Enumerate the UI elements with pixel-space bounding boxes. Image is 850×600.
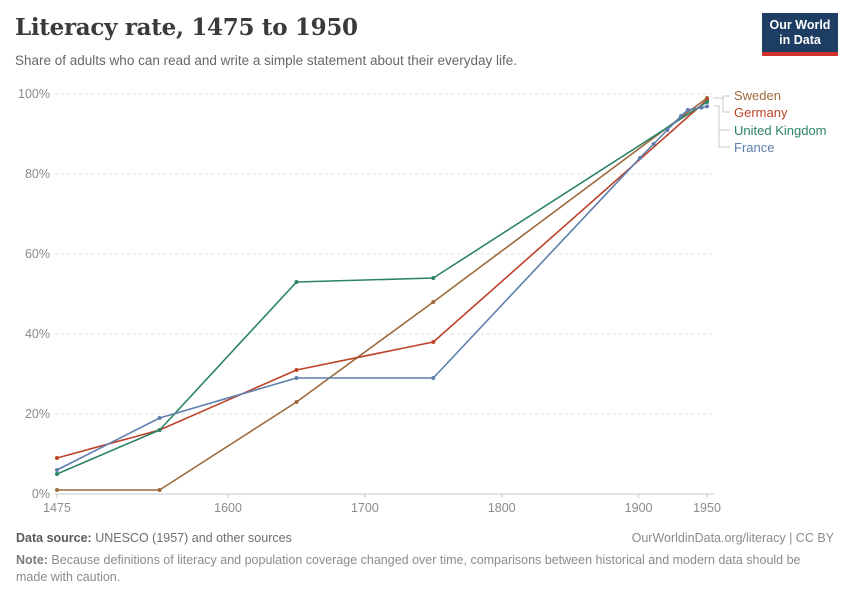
legend-item-france[interactable]: France: [734, 140, 775, 155]
legend-connector: [718, 130, 730, 148]
data-point-france: [705, 104, 709, 109]
data-point-france: [685, 108, 690, 112]
data-point-sweden: [55, 488, 59, 492]
x-axis-label: 1600: [214, 501, 242, 515]
legend-item-germany[interactable]: Germany: [734, 105, 788, 120]
chart-note: Note: Because definitions of literacy an…: [16, 552, 816, 586]
chart-note-label: Note:: [16, 553, 48, 567]
data-point-germany: [294, 368, 299, 372]
legend-connector: [713, 95, 730, 99]
owid-license-link[interactable]: OurWorldinData.org/literacy | CC BY: [631, 531, 834, 545]
owid-logo: Our World in Data: [762, 13, 838, 56]
data-point-france: [55, 468, 59, 472]
data-point-sweden: [157, 488, 162, 492]
x-axis-label: 1700: [351, 501, 379, 515]
y-axis-label: 100%: [18, 87, 50, 101]
data-point-germany: [431, 340, 436, 344]
y-axis-label: 0%: [32, 487, 50, 501]
owid-logo-red-bar: [762, 52, 838, 56]
data-point-france: [157, 416, 162, 420]
page-title: Literacy rate, 1475 to 1950: [15, 14, 358, 41]
legend-connector: [714, 105, 730, 131]
data-point-france: [679, 114, 683, 118]
y-axis-label: 80%: [25, 167, 50, 181]
data-point-france: [637, 156, 642, 160]
data-point-france: [431, 376, 436, 380]
chart-note-text: Because definitions of literacy and popu…: [16, 553, 801, 584]
y-axis-label: 60%: [25, 247, 50, 261]
owid-logo-box: Our World in Data: [762, 13, 838, 52]
data-point-sweden: [431, 300, 436, 304]
data-point-united-kingdom: [55, 472, 59, 476]
legend-item-sweden[interactable]: Sweden: [734, 88, 781, 103]
owid-logo-line2: in Data: [779, 33, 821, 47]
data-point-united-kingdom: [157, 428, 162, 432]
x-axis-label: 1900: [625, 501, 653, 515]
data-source-label: Data source:: [16, 531, 92, 545]
data-point-united-kingdom: [705, 100, 709, 104]
data-point-germany: [55, 456, 59, 460]
series-line-united-kingdom: [56, 101, 708, 475]
data-point-united-kingdom: [431, 276, 436, 280]
series-line-france: [56, 105, 708, 471]
y-axis-label: 40%: [25, 327, 50, 341]
data-point-france: [699, 105, 704, 110]
legend-connector: [722, 98, 730, 113]
x-axis-label: 1475: [43, 501, 71, 515]
owid-logo-line1: Our World: [769, 18, 831, 32]
data-point-united-kingdom: [294, 280, 299, 284]
data-source-value: UNESCO (1957) and other sources: [91, 531, 292, 545]
x-axis-label: 1800: [488, 501, 516, 515]
y-axis-label: 20%: [25, 407, 50, 421]
data-point-france: [651, 142, 656, 146]
page-subtitle: Share of adults who can read and write a…: [15, 53, 518, 68]
legend-item-united-kingdom[interactable]: United Kingdom: [734, 123, 827, 138]
data-point-france: [294, 376, 299, 380]
data-point-sweden: [294, 400, 299, 404]
data-point-france: [665, 128, 670, 132]
x-axis-label: 1950: [693, 501, 721, 515]
data-source: Data source: UNESCO (1957) and other sou…: [16, 531, 834, 545]
